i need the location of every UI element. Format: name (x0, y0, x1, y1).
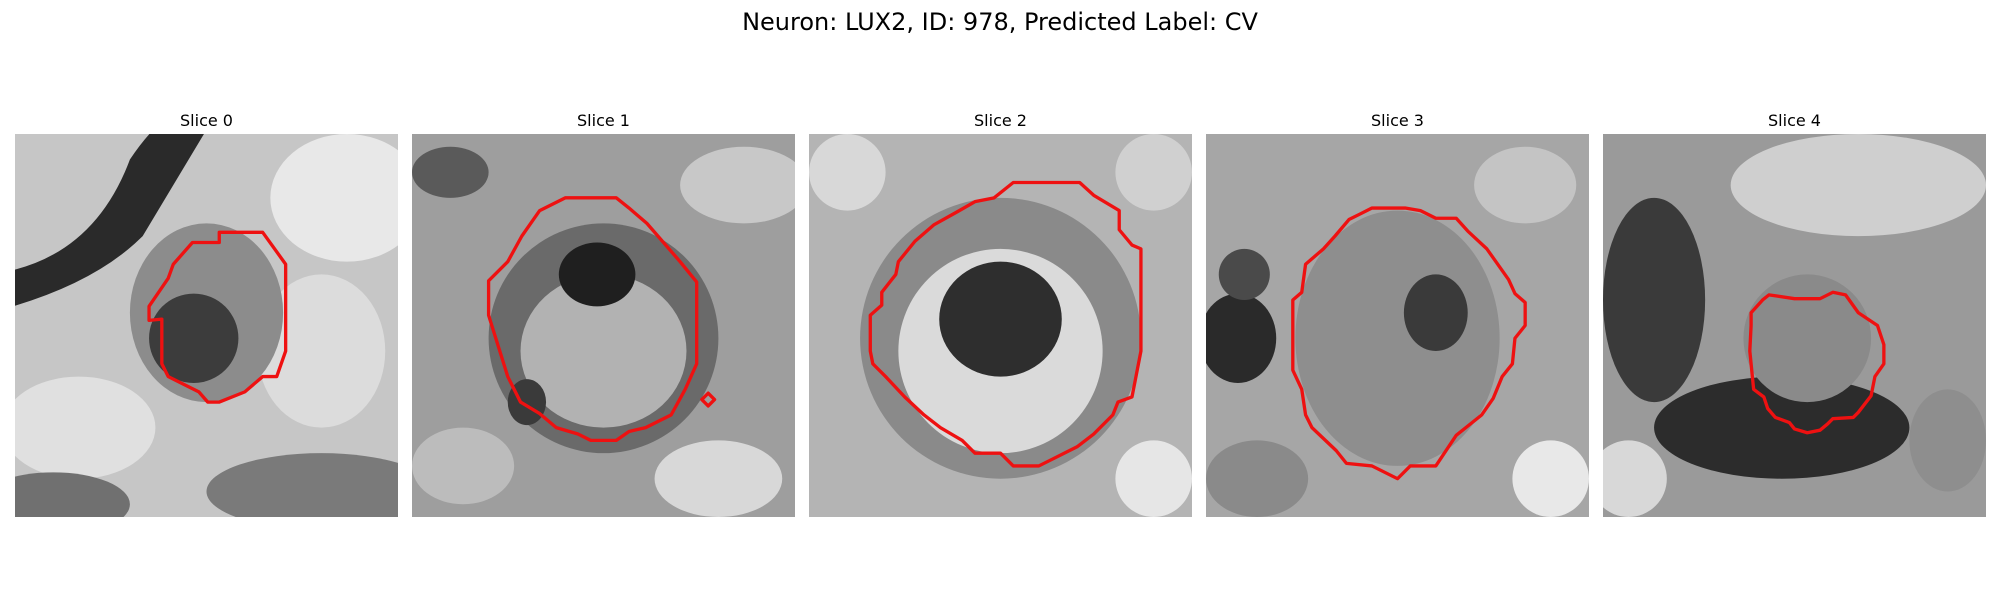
roi-contour (486, 196, 699, 443)
roi-contour-fragment (700, 391, 717, 408)
roi-contour (1748, 290, 1886, 435)
figure-title: Neuron: LUX2, ID: 978, Predicted Label: … (742, 8, 1258, 36)
roi-contour (147, 230, 288, 404)
slice-image-4 (1603, 134, 1986, 517)
slice-panel-2: Slice 2 (809, 108, 1192, 517)
slice-title: Slice 4 (1768, 111, 1821, 130)
slice-image-2 (809, 134, 1192, 517)
slice-title: Slice 3 (1371, 111, 1424, 130)
slice-panel-0: Slice 0 (15, 108, 398, 517)
roi-contour (1291, 206, 1527, 481)
slice-panel-1: Slice 1 (412, 108, 795, 517)
slice-image-0 (15, 134, 398, 517)
slice-image-3 (1206, 134, 1589, 517)
slice-panel-4: Slice 4 (1603, 108, 1986, 517)
slice-title: Slice 2 (974, 111, 1027, 130)
slice-panel-3: Slice 3 (1206, 108, 1589, 517)
roi-contour (868, 180, 1143, 468)
slice-title: Slice 0 (180, 111, 233, 130)
slice-image-1 (412, 134, 795, 517)
slice-title: Slice 1 (577, 111, 630, 130)
